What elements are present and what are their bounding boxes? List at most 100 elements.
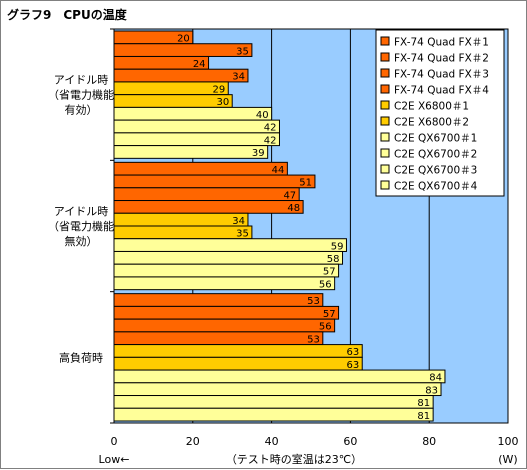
legend-swatch-5: [380, 100, 390, 110]
data-label-g2-s9: 57: [323, 267, 336, 278]
legend-swatch-9: [380, 164, 390, 174]
bar-g1-s2: [113, 43, 253, 57]
bar-g1-s10: [113, 145, 269, 159]
bar-g2-s10: [113, 276, 336, 291]
data-label-g3-s4: 53: [307, 334, 320, 345]
legend-swatch-1: [380, 36, 390, 46]
bar-g2-s3: [113, 187, 300, 202]
x-note-left: Low←: [99, 453, 130, 466]
bar-g1-s7: [113, 106, 273, 121]
bar-g2-s9: [113, 263, 340, 278]
legend-box: [375, 29, 505, 197]
data-label-g3-s2: 57: [323, 309, 336, 320]
data-label-g3-s9: 81: [417, 398, 430, 409]
legend-label-5: C2E X6800＃1: [394, 101, 469, 113]
x-tick-label-20: 20: [186, 435, 200, 448]
x-note-center: （テスト時の室温は23℃）: [226, 452, 362, 466]
legend-swatch-3: [380, 68, 390, 78]
data-label-g2-s2: 51: [299, 178, 312, 189]
bar-g1-s9: [113, 132, 280, 147]
category-label-1-line-2: （省電力機能: [48, 88, 114, 102]
bar-g3-s9: [113, 395, 434, 409]
bar-g1-s5: [113, 81, 229, 96]
bar-g2-s2: [113, 174, 316, 189]
x-unit-label: (W): [498, 453, 517, 466]
legend-label-3: FX-74 Quad FX＃3: [394, 69, 489, 81]
x-tick-label-40: 40: [265, 435, 279, 448]
data-label-g1-s4: 34: [232, 72, 245, 83]
legend-label-9: C2E QX6700＃3: [394, 165, 477, 177]
data-label-g2-s5: 34: [232, 216, 245, 227]
data-label-g2-s4: 48: [287, 203, 300, 214]
bar-g2-s6: [113, 225, 253, 240]
bar-g3-s2: [113, 305, 340, 320]
data-label-g2-s7: 59: [331, 241, 344, 252]
bar-g3-s4: [113, 331, 324, 346]
data-label-g2-s6: 35: [236, 229, 249, 240]
bar-g1-s6: [113, 94, 233, 108]
data-label-g2-s3: 47: [283, 190, 296, 201]
category-label-1-line-1: アイドル時: [54, 74, 108, 87]
legend-label-7: C2E QX6700＃1: [394, 133, 477, 145]
bar-g3-s5: [113, 344, 363, 358]
data-label-g3-s5: 63: [346, 347, 359, 358]
bar-g2-s8: [113, 250, 344, 265]
bar-g3-s6: [113, 356, 363, 371]
bars: 2035243429304042423944514748343559585756…: [113, 30, 446, 422]
legend-label-1: FX-74 Quad FX＃1: [394, 37, 489, 49]
category-label-2-line-2: （省電力機能: [48, 219, 114, 233]
data-label-g1-s6: 30: [216, 97, 229, 108]
legend-swatch-10: [380, 180, 390, 190]
category-label-2-line-1: アイドル時: [54, 205, 108, 218]
data-label-g3-s10: 81: [417, 411, 430, 422]
data-label-g1-s8: 42: [264, 123, 277, 134]
legend: FX-74 Quad FX＃1 FX-74 Quad FX＃2 FX-74 Quad…: [375, 29, 505, 197]
data-label-g1-s9: 42: [264, 135, 277, 146]
bar-g3-s3: [113, 318, 336, 333]
category-label-3-line-1: 高負荷時: [59, 350, 103, 364]
data-label-g1-s1: 20: [177, 34, 190, 45]
data-label-g1-s7: 40: [256, 110, 269, 121]
legend-swatch-7: [380, 132, 390, 142]
data-label-g2-s8: 58: [327, 254, 340, 265]
data-label-g1-s10: 39: [252, 148, 265, 159]
bar-g2-s7: [113, 238, 347, 252]
legend-swatch-2: [380, 52, 390, 62]
x-axis: 0 20 40 60 80 100 Low← （テスト時の室温は23℃） (W): [99, 28, 519, 466]
legend-swatch-6: [380, 116, 390, 126]
category-label-1-line-3: 有効）: [65, 103, 98, 117]
legend-swatch-8: [380, 148, 390, 158]
bar-g2-s5: [113, 212, 249, 227]
legend-label-10: C2E QX6700＃4: [394, 181, 478, 193]
bar-g3-s10: [113, 407, 434, 422]
data-label-g3-s7: 84: [429, 373, 442, 384]
legend-swatch-4: [380, 84, 390, 94]
bar-g1-s4: [113, 68, 249, 83]
data-label-g2-s10: 56: [319, 279, 332, 290]
data-label-g3-s8: 83: [425, 385, 438, 396]
category-label-2-line-3: 無効）: [65, 234, 98, 248]
data-label-g1-s2: 35: [236, 46, 249, 57]
bar-g1-s8: [113, 119, 280, 134]
chart-title: グラフ9 CPUの温度: [7, 7, 128, 22]
legend-label-6: C2E X6800＃2: [394, 117, 469, 129]
bar-g3-s8: [113, 382, 442, 397]
data-label-g3-s1: 53: [307, 296, 320, 307]
data-label-g3-s3: 56: [319, 322, 332, 333]
data-label-g2-s1: 44: [272, 165, 285, 176]
data-label-g1-s3: 24: [193, 59, 206, 70]
bar-g2-s1: [113, 161, 288, 176]
legend-label-8: C2E QX6700＃2: [394, 149, 477, 161]
x-tick-label-80: 80: [422, 435, 436, 448]
x-tick-label-0: 0: [111, 435, 118, 448]
bar-g3-s1: [113, 293, 324, 307]
bar-g3-s7: [113, 369, 446, 384]
data-label-g1-s5: 29: [213, 84, 226, 95]
x-tick-label-60: 60: [343, 435, 357, 448]
legend-label-4: FX-74 Quad FX＃4: [394, 85, 489, 97]
legend-label-2: FX-74 Quad FX＃2: [394, 53, 489, 65]
bar-g2-s4: [113, 200, 304, 214]
